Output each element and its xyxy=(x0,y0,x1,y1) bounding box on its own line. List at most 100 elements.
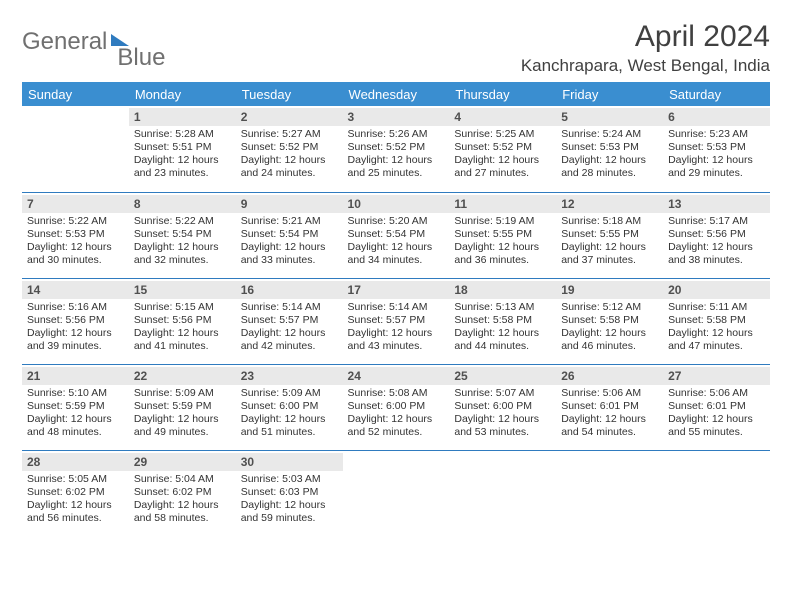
day-info: Sunrise: 5:06 AMSunset: 6:01 PMDaylight:… xyxy=(561,387,658,440)
day-number: 21 xyxy=(22,367,129,385)
day-info: Sunrise: 5:05 AMSunset: 6:02 PMDaylight:… xyxy=(27,473,124,526)
day-info: Sunrise: 5:16 AMSunset: 5:56 PMDaylight:… xyxy=(27,301,124,354)
day-info: Sunrise: 5:18 AMSunset: 5:55 PMDaylight:… xyxy=(561,215,658,268)
calendar-day-cell: 20 Sunrise: 5:11 AMSunset: 5:58 PMDayligh… xyxy=(663,278,770,364)
day-info: Sunrise: 5:06 AMSunset: 6:01 PMDaylight:… xyxy=(668,387,765,440)
day-number: 18 xyxy=(449,281,556,299)
day-info: Sunrise: 5:22 AMSunset: 5:53 PMDaylight:… xyxy=(27,215,124,268)
month-title: April 2024 xyxy=(521,20,770,54)
calendar-day-cell: 28 Sunrise: 5:05 AMSunset: 6:02 PMDayligh… xyxy=(22,450,129,536)
calendar-day-cell: 10 Sunrise: 5:20 AMSunset: 5:54 PMDayligh… xyxy=(343,192,450,278)
day-info: Sunrise: 5:15 AMSunset: 5:56 PMDaylight:… xyxy=(134,301,231,354)
calendar-day-cell: 26 Sunrise: 5:06 AMSunset: 6:01 PMDayligh… xyxy=(556,364,663,450)
day-number: 29 xyxy=(129,453,236,471)
calendar-day-cell xyxy=(22,106,129,192)
calendar-day-cell: 15Sunrise: 5:15 AMSunset: 5:56 PMDayligh… xyxy=(129,278,236,364)
logo: General Blue xyxy=(22,20,165,56)
day-number: 22 xyxy=(129,367,236,385)
day-number: 13 xyxy=(663,195,770,213)
day-info: Sunrise: 5:25 AMSunset: 5:52 PMDaylight:… xyxy=(454,128,551,181)
day-info: Sunrise: 5:11 AMSunset: 5:58 PMDaylight:… xyxy=(668,301,765,354)
weekday-header: Saturday xyxy=(663,83,770,107)
weekday-header: Wednesday xyxy=(343,83,450,107)
calendar-body: 1 Sunrise: 5:28 AMSunset: 5:51 PMDaylight… xyxy=(22,106,770,536)
calendar-day-cell: 3Sunrise: 5:26 AMSunset: 5:52 PMDaylight… xyxy=(343,106,450,192)
day-number: 27 xyxy=(663,367,770,385)
calendar-day-cell: 18 Sunrise: 5:13 AMSunset: 5:58 PMDayligh… xyxy=(449,278,556,364)
day-number: 6 xyxy=(663,108,770,126)
calendar-day-cell: 2 Sunrise: 5:27 AMSunset: 5:52 PMDaylight… xyxy=(236,106,343,192)
calendar-day-cell: 13 Sunrise: 5:17 AMSunset: 5:56 PMDayligh… xyxy=(663,192,770,278)
day-number: 1 xyxy=(129,108,236,126)
day-number: 11 xyxy=(449,195,556,213)
day-number: 24 xyxy=(343,367,450,385)
calendar-day-cell: 8 Sunrise: 5:22 AMSunset: 5:54 PMDaylight… xyxy=(129,192,236,278)
day-info: Sunrise: 5:28 AMSunset: 5:51 PMDaylight:… xyxy=(134,128,231,181)
calendar-day-cell: 24 Sunrise: 5:08 AMSunset: 6:00 PMDayligh… xyxy=(343,364,450,450)
day-info: Sunrise: 5:07 AMSunset: 6:00 PMDaylight:… xyxy=(454,387,551,440)
calendar-day-cell: 12 Sunrise: 5:18 AMSunset: 5:55 PMDayligh… xyxy=(556,192,663,278)
day-info: Sunrise: 5:08 AMSunset: 6:00 PMDaylight:… xyxy=(348,387,445,440)
day-info: Sunrise: 5:14 AMSunset: 5:57 PMDaylight:… xyxy=(348,301,445,354)
day-number: 4 xyxy=(449,108,556,126)
calendar-day-cell: 11 Sunrise: 5:19 AMSunset: 5:55 PMDayligh… xyxy=(449,192,556,278)
calendar-day-cell: 23 Sunrise: 5:09 AMSunset: 6:00 PMDayligh… xyxy=(236,364,343,450)
calendar-day-cell: 25 Sunrise: 5:07 AMSunset: 6:00 PMDayligh… xyxy=(449,364,556,450)
calendar-day-cell: 6 Sunrise: 5:23 AMSunset: 5:53 PMDaylight… xyxy=(663,106,770,192)
day-number: 10 xyxy=(343,195,450,213)
day-info: Sunrise: 5:22 AMSunset: 5:54 PMDaylight:… xyxy=(134,215,231,268)
calendar-day-cell: 5 Sunrise: 5:24 AMSunset: 5:53 PMDaylight… xyxy=(556,106,663,192)
day-info: Sunrise: 5:20 AMSunset: 5:54 PMDaylight:… xyxy=(348,215,445,268)
day-number: 9 xyxy=(236,195,343,213)
calendar-day-cell: 17 Sunrise: 5:14 AMSunset: 5:57 PMDayligh… xyxy=(343,278,450,364)
day-number: 17 xyxy=(343,281,450,299)
day-info: Sunrise: 5:21 AMSunset: 5:54 PMDaylight:… xyxy=(241,215,338,268)
calendar-day-cell: 30Sunrise: 5:03 AMSunset: 6:03 PMDayligh… xyxy=(236,450,343,536)
calendar-day-cell: 14 Sunrise: 5:16 AMSunset: 5:56 PMDayligh… xyxy=(22,278,129,364)
day-number: 3 xyxy=(343,108,450,126)
calendar-week-row: 14 Sunrise: 5:16 AMSunset: 5:56 PMDayligh… xyxy=(22,278,770,364)
day-number: 20 xyxy=(663,281,770,299)
day-number: 5 xyxy=(556,108,663,126)
calendar-day-cell: 29 Sunrise: 5:04 AMSunset: 6:02 PMDayligh… xyxy=(129,450,236,536)
location-label: Kanchrapara, West Bengal, India xyxy=(521,56,770,76)
day-info: Sunrise: 5:24 AMSunset: 5:53 PMDaylight:… xyxy=(561,128,658,181)
calendar-table: SundayMondayTuesdayWednesdayThursdayFrid… xyxy=(22,82,770,536)
day-info: Sunrise: 5:09 AMSunset: 6:00 PMDaylight:… xyxy=(241,387,338,440)
day-info: Sunrise: 5:27 AMSunset: 5:52 PMDaylight:… xyxy=(241,128,338,181)
day-info: Sunrise: 5:17 AMSunset: 5:56 PMDaylight:… xyxy=(668,215,765,268)
logo-text-a: General xyxy=(22,28,107,56)
calendar-day-cell xyxy=(556,450,663,536)
calendar-week-row: 28 Sunrise: 5:05 AMSunset: 6:02 PMDayligh… xyxy=(22,450,770,536)
day-info: Sunrise: 5:03 AMSunset: 6:03 PMDaylight:… xyxy=(241,473,338,526)
day-number: 12 xyxy=(556,195,663,213)
calendar-day-cell: 22 Sunrise: 5:09 AMSunset: 5:59 PMDayligh… xyxy=(129,364,236,450)
day-number: 25 xyxy=(449,367,556,385)
title-block: April 2024 Kanchrapara, West Bengal, Ind… xyxy=(521,20,770,76)
day-number: 2 xyxy=(236,108,343,126)
header: General Blue April 2024 Kanchrapara, Wes… xyxy=(22,20,770,76)
day-number: 14 xyxy=(22,281,129,299)
day-number: 7 xyxy=(22,195,129,213)
day-number: 23 xyxy=(236,367,343,385)
weekday-header: Tuesday xyxy=(236,83,343,107)
calendar-day-cell xyxy=(343,450,450,536)
day-info: Sunrise: 5:04 AMSunset: 6:02 PMDaylight:… xyxy=(134,473,231,526)
day-number: 26 xyxy=(556,367,663,385)
logo-text-b: Blue xyxy=(117,44,165,72)
day-info: Sunrise: 5:13 AMSunset: 5:58 PMDaylight:… xyxy=(454,301,551,354)
calendar-week-row: 1 Sunrise: 5:28 AMSunset: 5:51 PMDaylight… xyxy=(22,106,770,192)
day-number: 16 xyxy=(236,281,343,299)
calendar-day-cell: 21 Sunrise: 5:10 AMSunset: 5:59 PMDayligh… xyxy=(22,364,129,450)
calendar-day-cell: 16Sunrise: 5:14 AMSunset: 5:57 PMDayligh… xyxy=(236,278,343,364)
day-info: Sunrise: 5:23 AMSunset: 5:53 PMDaylight:… xyxy=(668,128,765,181)
day-info: Sunrise: 5:10 AMSunset: 5:59 PMDaylight:… xyxy=(27,387,124,440)
calendar-week-row: 7 Sunrise: 5:22 AMSunset: 5:53 PMDaylight… xyxy=(22,192,770,278)
day-info: Sunrise: 5:19 AMSunset: 5:55 PMDaylight:… xyxy=(454,215,551,268)
calendar-day-cell: 7 Sunrise: 5:22 AMSunset: 5:53 PMDaylight… xyxy=(22,192,129,278)
day-info: Sunrise: 5:09 AMSunset: 5:59 PMDaylight:… xyxy=(134,387,231,440)
day-number: 28 xyxy=(22,453,129,471)
weekday-header: Thursday xyxy=(449,83,556,107)
day-number: 8 xyxy=(129,195,236,213)
calendar-header-row: SundayMondayTuesdayWednesdayThursdayFrid… xyxy=(22,83,770,107)
